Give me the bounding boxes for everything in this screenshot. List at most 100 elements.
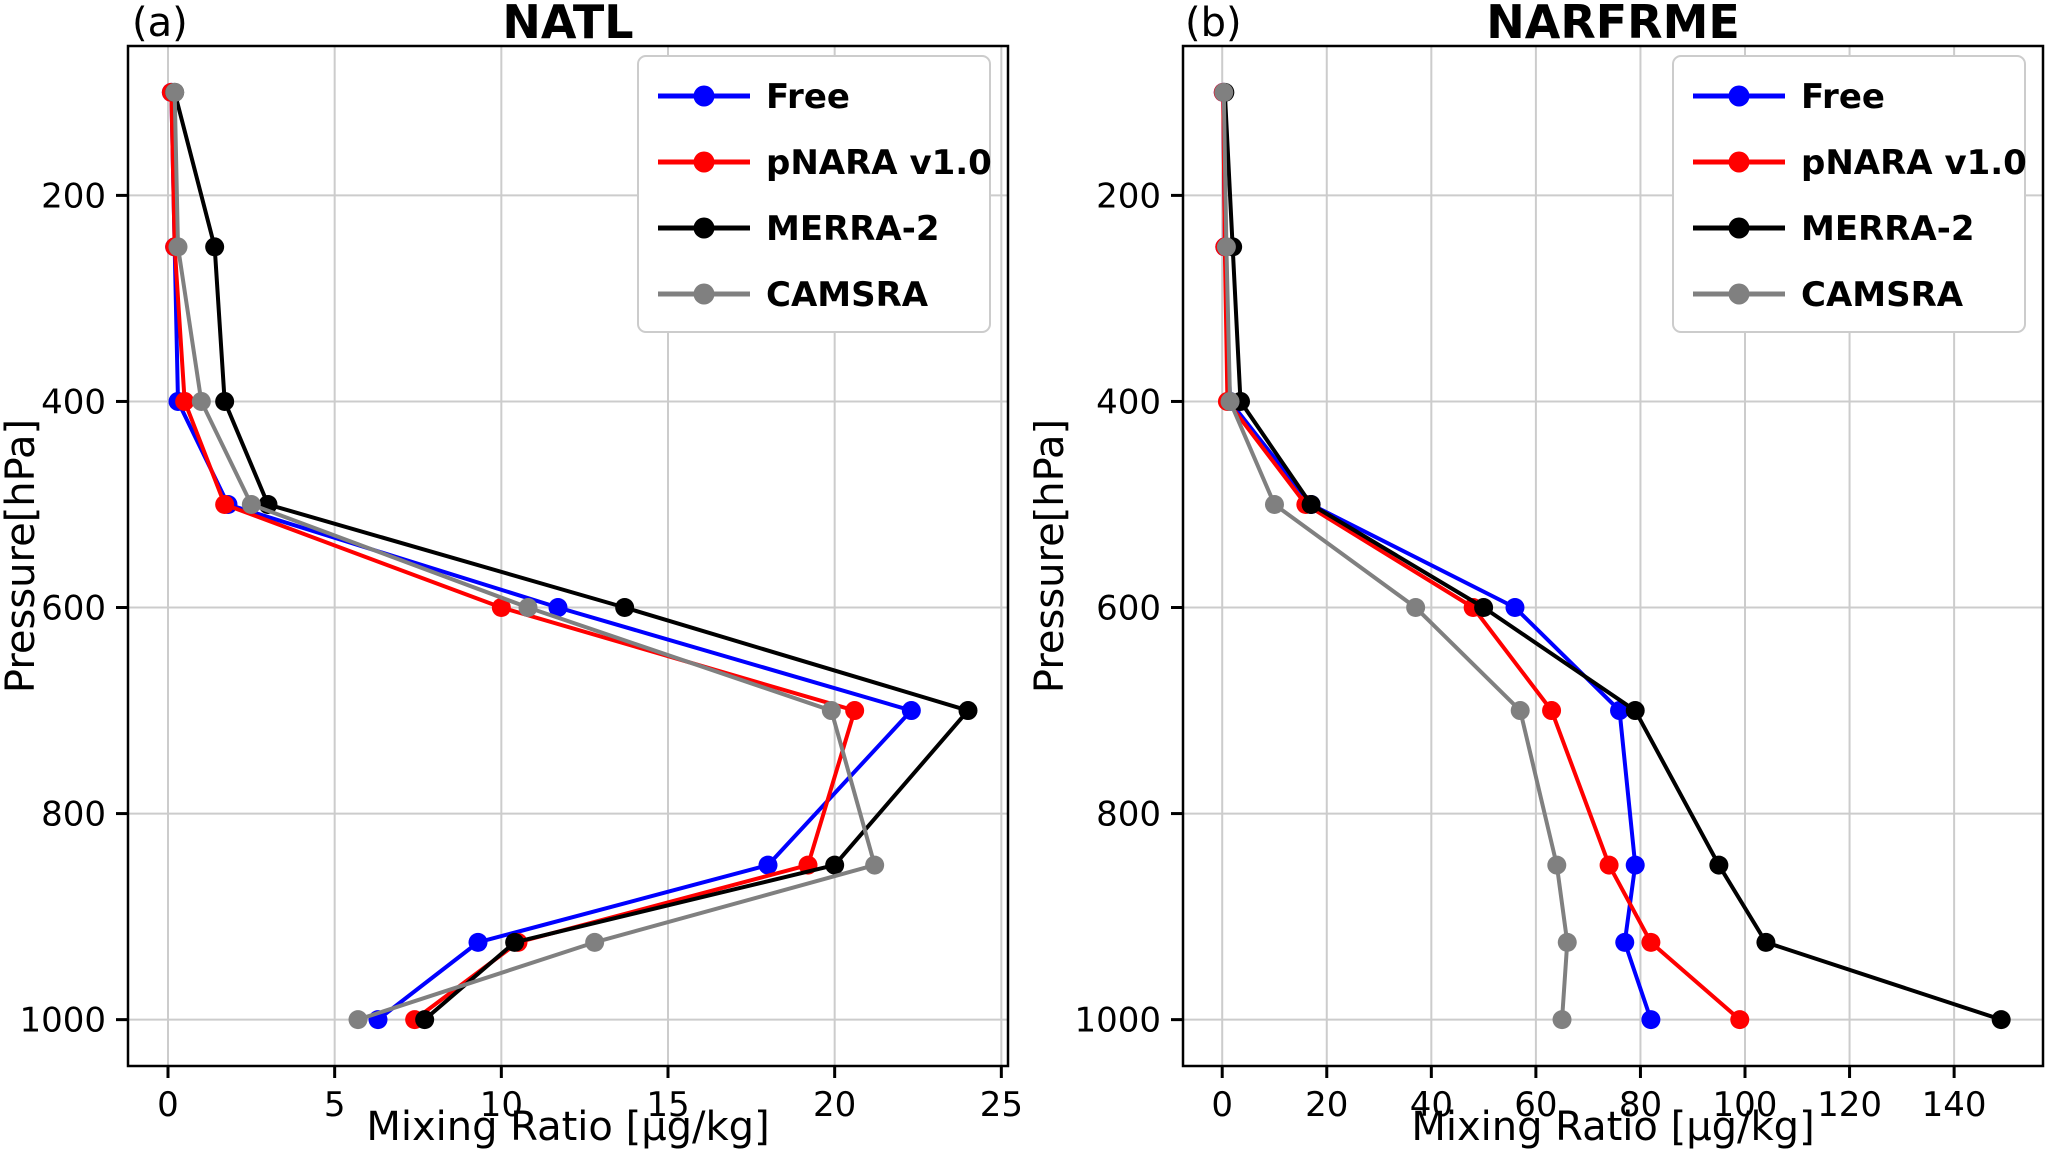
data-point (348, 1010, 368, 1030)
panel-a: (a) NATL 0 5 10 15 20 25 200 400 600 800 1000 Free p… (0, 0, 1023, 1150)
data-point (901, 701, 921, 721)
series-camsra (1214, 82, 1577, 1030)
data-point (825, 855, 845, 875)
legend-marker (1728, 151, 1750, 173)
chart-canvas-b: (b) NARFRME 0 20 40 60 80 100 120 140 200 400 600 8… (1033, 0, 2045, 1150)
legend-item-merra-2: MERRA-2 (658, 209, 940, 249)
legend-marker (693, 85, 715, 107)
data-point (1991, 1010, 2011, 1030)
legend-box (637, 55, 991, 333)
y-axis-label-b: Pressure[hPa] (1033, 419, 1073, 693)
y-tick-label: 400 (1096, 382, 1161, 422)
data-point (468, 932, 488, 952)
data-point (215, 391, 235, 411)
x-tick-label: 100 (1713, 1085, 1778, 1125)
data-point (865, 855, 885, 875)
legend-label: pNARA v1.0 (1801, 143, 2027, 183)
data-point (615, 598, 635, 618)
legend: Free pNARA v1.0 MERRA-2 CAMSRA (1672, 55, 2027, 333)
plot-border (126, 44, 1010, 1068)
y-tick-label: 800 (41, 795, 106, 835)
data-point (215, 494, 235, 514)
plot-area-b: 0 20 40 60 80 100 120 140 200 400 600 800 1000 Free pN… (1074, 44, 2045, 1125)
data-point (1301, 494, 1321, 514)
legend-marker (693, 151, 715, 173)
data-point (1474, 598, 1494, 618)
legend: Free pNARA v1.0 MERRA-2 CAMSRA (637, 55, 992, 333)
x-tick-label: 140 (1922, 1085, 1987, 1125)
legend-item-merra-2: MERRA-2 (1693, 209, 1975, 249)
data-point (1220, 391, 1240, 411)
data-point (505, 932, 525, 952)
data-point (518, 598, 538, 618)
data-point (165, 82, 185, 102)
data-point (241, 494, 261, 514)
data-point (1264, 494, 1284, 514)
chart-title-a: NATL (502, 0, 633, 49)
data-point (1730, 1010, 1750, 1030)
data-point (1406, 598, 1426, 618)
y-tick-label: 400 (41, 382, 106, 422)
plot-border (1181, 44, 2045, 1068)
data-point (585, 932, 605, 952)
data-point (205, 237, 225, 257)
data-point (1547, 855, 1567, 875)
legend-marker (1728, 85, 1750, 107)
x-axis-label-b: Mixing Ratio [μg/kg] (1411, 1104, 1814, 1150)
data-point (821, 701, 841, 721)
legend-item-camsra: CAMSRA (1693, 275, 1964, 315)
data-point (168, 237, 188, 257)
chart-canvas-a: (a) NATL 0 5 10 15 20 25 200 400 600 800 1000 Free p… (0, 0, 1023, 1150)
data-point (845, 701, 865, 721)
legend-box (1672, 55, 2026, 333)
legend-label: MERRA-2 (1801, 209, 1975, 249)
series-line (1221, 90, 1742, 1022)
x-tick-label: 20 (1305, 1085, 1348, 1125)
y-tick-label: 600 (1096, 589, 1161, 629)
panel-label-a: (a) (132, 0, 188, 46)
y-tick-label: 600 (41, 589, 106, 629)
y-tick-label: 1000 (19, 1001, 106, 1041)
x-tick-label: 15 (646, 1085, 689, 1125)
data-point (1610, 701, 1630, 721)
data-point (191, 391, 211, 411)
series-camsra (165, 82, 885, 1030)
legend-label: CAMSRA (1801, 275, 1964, 315)
x-tick-label: 0 (157, 1085, 179, 1125)
legend-marker (1728, 217, 1750, 239)
data-point (1552, 1010, 1572, 1030)
chart-title-b: NARFRME (1486, 0, 1740, 49)
x-tick-label: 80 (1619, 1085, 1662, 1125)
legend-label: pNARA v1.0 (766, 143, 992, 183)
data-point (1557, 932, 1577, 952)
x-tick-label: 5 (324, 1085, 346, 1125)
legend-item-camsra: CAMSRA (658, 275, 929, 315)
panel-b: (b) NARFRME 0 20 40 60 80 100 120 140 200 400 600 8… (1033, 0, 2066, 1152)
y-axis-label-a: Pressure[hPa] (0, 419, 44, 693)
legend-item-free: Free (1693, 77, 1885, 117)
legend-marker (693, 217, 715, 239)
data-point (491, 598, 511, 618)
x-tick-label: 10 (480, 1085, 523, 1125)
legend-item-pnara-v1-0: pNARA v1.0 (658, 143, 992, 183)
y-tick-label: 200 (41, 176, 106, 216)
panel-label-b: (b) (1185, 0, 1242, 46)
data-point (175, 391, 195, 411)
legend-item-free: Free (658, 77, 850, 117)
data-point (1625, 701, 1645, 721)
x-tick-label: 60 (1514, 1085, 1557, 1125)
y-tick-label: 200 (1096, 176, 1161, 216)
y-tick-label: 1000 (1074, 1001, 1161, 1041)
data-point (1641, 1010, 1661, 1030)
series-line (1221, 90, 1653, 1022)
data-point (1214, 82, 1234, 102)
series-free (1213, 82, 1661, 1030)
x-tick-label: 120 (1817, 1085, 1882, 1125)
data-point (1599, 855, 1619, 875)
x-tick-label: 25 (980, 1085, 1023, 1125)
legend-label: Free (1801, 77, 1885, 117)
data-point (1216, 237, 1236, 257)
x-tick-label: 40 (1410, 1085, 1453, 1125)
data-point (1625, 855, 1645, 875)
